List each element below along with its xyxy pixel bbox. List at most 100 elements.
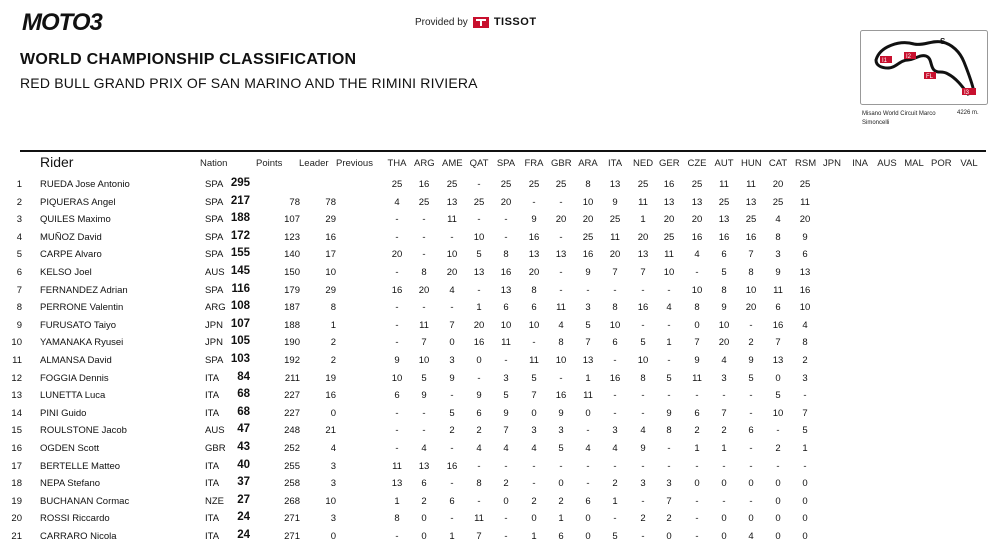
race-column-header-por: POR <box>931 158 952 169</box>
race-result: - <box>667 319 671 331</box>
race-result: 10 <box>582 196 594 208</box>
race-result: - <box>695 390 699 402</box>
race-result: 5 <box>585 319 591 331</box>
race-result: 5 <box>748 372 754 384</box>
race-result: 10 <box>772 407 784 419</box>
gap-to-previous: 21 <box>325 425 336 437</box>
race-result: 4 <box>421 443 427 454</box>
race-result: 0 <box>694 319 700 331</box>
race-result: 3 <box>612 425 618 437</box>
race-result: 20 <box>637 231 649 243</box>
race-result: - <box>613 513 617 525</box>
race-column-header-rsm: RSM <box>795 158 817 169</box>
race-result: 4 <box>694 249 700 261</box>
race-result: 11 <box>638 196 648 208</box>
rider-points: 188 <box>230 212 250 225</box>
race-result: 6 <box>775 302 781 314</box>
race-result: - <box>559 231 563 243</box>
rider-points: 37 <box>237 476 250 489</box>
rider-position: 20 <box>11 513 22 525</box>
race-result: 8 <box>640 372 646 384</box>
race-result: - <box>749 443 753 454</box>
race-result: 25 <box>637 179 649 190</box>
gap-to-previous: 0 <box>330 531 336 542</box>
race-result: - <box>667 284 671 296</box>
race-result: 9 <box>802 231 808 243</box>
rider-position: 15 <box>11 425 22 437</box>
race-result: - <box>532 196 536 208</box>
race-result: 25 <box>772 196 784 208</box>
race-column-header-tha: THA <box>387 158 407 169</box>
gap-to-previous: 16 <box>325 231 336 243</box>
race-result: - <box>450 302 454 314</box>
race-result: 25 <box>391 179 403 190</box>
race-result: 0 <box>748 478 754 490</box>
race-result: 2 <box>640 513 646 525</box>
race-result: 5 <box>449 407 455 419</box>
race-result: 5 <box>421 372 427 384</box>
rider-position: 7 <box>16 284 22 296</box>
race-result: 0 <box>802 531 808 542</box>
rider-nation: AUS <box>205 425 225 437</box>
race-result: 0 <box>449 337 455 349</box>
race-result: - <box>722 495 726 507</box>
race-column-header-ame: AME <box>442 158 463 169</box>
rider-points: 47 <box>237 423 250 436</box>
race-result: 16 <box>528 231 540 243</box>
race-result: 20 <box>500 196 512 208</box>
race-result: 20 <box>609 249 621 261</box>
race-result: 1 <box>585 372 591 384</box>
sponsor-name: TISSOT <box>493 16 537 28</box>
race-result: 0 <box>802 478 808 490</box>
race-result: - <box>749 319 753 331</box>
race-result: 0 <box>531 513 537 525</box>
race-result: - <box>559 372 563 384</box>
race-result: 7 <box>612 267 618 278</box>
rider-points: 172 <box>230 229 250 242</box>
race-result: 6 <box>694 407 700 419</box>
race-result: - <box>641 460 645 472</box>
race-result: 11 <box>773 284 783 296</box>
race-result: 1 <box>802 443 808 454</box>
race-result: 10 <box>528 319 540 331</box>
race-result: 13 <box>418 460 430 472</box>
rider-name: MUÑOZ David <box>40 231 102 243</box>
race-result: - <box>504 513 508 525</box>
race-result: 0 <box>721 513 727 525</box>
race-result: 16 <box>718 231 730 243</box>
race-result: 13 <box>745 196 757 208</box>
race-result: 25 <box>528 179 540 190</box>
rider-name: RUEDA Jose Antonio <box>40 179 130 190</box>
race-result: 10 <box>799 302 811 314</box>
race-result: 2 <box>694 425 700 437</box>
race-result: - <box>532 460 536 472</box>
race-result: - <box>667 355 671 366</box>
race-result: 25 <box>799 179 811 190</box>
race-result: 13 <box>718 214 730 226</box>
moto3-logo: MOTO3 <box>22 9 105 33</box>
race-result: - <box>477 372 481 384</box>
race-result: - <box>695 267 699 278</box>
rider-position: 6 <box>16 267 22 278</box>
rider-name: BERTELLE Matteo <box>40 460 121 472</box>
race-result: 20 <box>691 214 703 226</box>
race-result: 4 <box>585 443 591 454</box>
gap-to-leader: 268 <box>284 495 300 507</box>
race-result: - <box>695 460 699 472</box>
race-result: 1 <box>449 531 455 542</box>
race-result: 0 <box>775 513 781 525</box>
race-result: 16 <box>691 231 703 243</box>
race-result: 0 <box>748 513 754 525</box>
race-result: 4 <box>476 443 482 454</box>
race-result: 16 <box>391 284 403 296</box>
rider-nation: GBR <box>205 443 226 454</box>
rider-position: 9 <box>16 319 22 331</box>
race-result: 0 <box>476 355 482 366</box>
race-result: 13 <box>637 249 649 261</box>
race-result: 11 <box>392 460 402 472</box>
race-result: 8 <box>721 284 727 296</box>
table-row: 15 ROULSTONE Jacob AUS 47 248 21 - - 2 2 7 3 3 - 3 4 8 2 2… <box>0 422 1000 440</box>
rider-points: 107 <box>230 317 250 330</box>
table-row: 12 FOGGIA Dennis ITA 84 211 19 10 5 9 - 3 5 - 1 16 8 5 11… <box>0 370 1000 388</box>
race-result: 9 <box>476 390 482 402</box>
